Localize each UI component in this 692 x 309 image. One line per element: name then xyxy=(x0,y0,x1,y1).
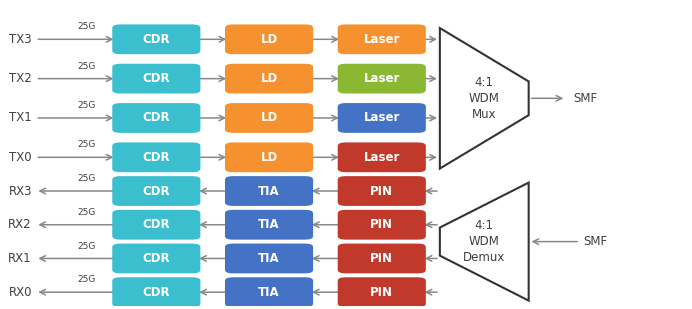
Text: LD: LD xyxy=(260,112,277,125)
Text: LD: LD xyxy=(260,151,277,164)
FancyBboxPatch shape xyxy=(112,103,201,133)
Text: TX0: TX0 xyxy=(10,151,32,164)
FancyBboxPatch shape xyxy=(225,142,313,172)
Text: RX1: RX1 xyxy=(8,252,32,265)
Text: SMF: SMF xyxy=(573,92,597,105)
Text: CDR: CDR xyxy=(143,151,170,164)
Text: TX3: TX3 xyxy=(10,33,32,46)
Text: Laser: Laser xyxy=(363,72,400,85)
Text: 25G: 25G xyxy=(78,242,95,251)
Polygon shape xyxy=(440,28,529,168)
FancyBboxPatch shape xyxy=(338,210,426,240)
Text: CDR: CDR xyxy=(143,252,170,265)
Text: SMF: SMF xyxy=(583,235,608,248)
Text: RX2: RX2 xyxy=(8,218,32,231)
FancyBboxPatch shape xyxy=(112,24,201,54)
Text: CDR: CDR xyxy=(143,218,170,231)
Text: PIN: PIN xyxy=(370,184,393,197)
Text: CDR: CDR xyxy=(143,286,170,299)
Text: TX2: TX2 xyxy=(9,72,32,85)
FancyBboxPatch shape xyxy=(112,243,201,273)
FancyBboxPatch shape xyxy=(225,210,313,240)
FancyBboxPatch shape xyxy=(338,103,426,133)
FancyBboxPatch shape xyxy=(112,142,201,172)
Polygon shape xyxy=(440,183,529,301)
FancyBboxPatch shape xyxy=(225,64,313,94)
Text: LD: LD xyxy=(260,72,277,85)
FancyBboxPatch shape xyxy=(338,64,426,94)
FancyBboxPatch shape xyxy=(225,176,313,206)
Text: Laser: Laser xyxy=(363,151,400,164)
FancyBboxPatch shape xyxy=(338,142,426,172)
FancyBboxPatch shape xyxy=(225,24,313,54)
Text: CDR: CDR xyxy=(143,72,170,85)
FancyBboxPatch shape xyxy=(338,176,426,206)
FancyBboxPatch shape xyxy=(112,277,201,307)
FancyBboxPatch shape xyxy=(338,24,426,54)
Text: CDR: CDR xyxy=(143,184,170,197)
Text: RX3: RX3 xyxy=(8,184,32,197)
Text: CDR: CDR xyxy=(143,112,170,125)
FancyBboxPatch shape xyxy=(225,277,313,307)
FancyBboxPatch shape xyxy=(338,277,426,307)
Text: 25G: 25G xyxy=(78,141,95,150)
Text: Laser: Laser xyxy=(363,112,400,125)
Text: PIN: PIN xyxy=(370,252,393,265)
Text: TIA: TIA xyxy=(258,252,280,265)
FancyBboxPatch shape xyxy=(225,103,313,133)
Text: 25G: 25G xyxy=(78,174,95,183)
Text: TIA: TIA xyxy=(258,286,280,299)
Text: RX0: RX0 xyxy=(8,286,32,299)
Text: 25G: 25G xyxy=(78,208,95,217)
FancyBboxPatch shape xyxy=(112,64,201,94)
Text: TIA: TIA xyxy=(258,184,280,197)
Text: 4:1
WDM
Mux: 4:1 WDM Mux xyxy=(468,76,500,121)
Text: 25G: 25G xyxy=(78,23,95,32)
FancyBboxPatch shape xyxy=(225,243,313,273)
Text: 25G: 25G xyxy=(78,275,95,284)
Text: 25G: 25G xyxy=(78,62,95,71)
Text: CDR: CDR xyxy=(143,33,170,46)
Text: PIN: PIN xyxy=(370,286,393,299)
Text: 4:1
WDM
Demux: 4:1 WDM Demux xyxy=(463,219,505,264)
Text: 25G: 25G xyxy=(78,101,95,110)
FancyBboxPatch shape xyxy=(112,176,201,206)
Text: TIA: TIA xyxy=(258,218,280,231)
Text: TX1: TX1 xyxy=(9,112,32,125)
Text: PIN: PIN xyxy=(370,218,393,231)
FancyBboxPatch shape xyxy=(338,243,426,273)
Text: LD: LD xyxy=(260,33,277,46)
FancyBboxPatch shape xyxy=(112,210,201,240)
Text: Laser: Laser xyxy=(363,33,400,46)
